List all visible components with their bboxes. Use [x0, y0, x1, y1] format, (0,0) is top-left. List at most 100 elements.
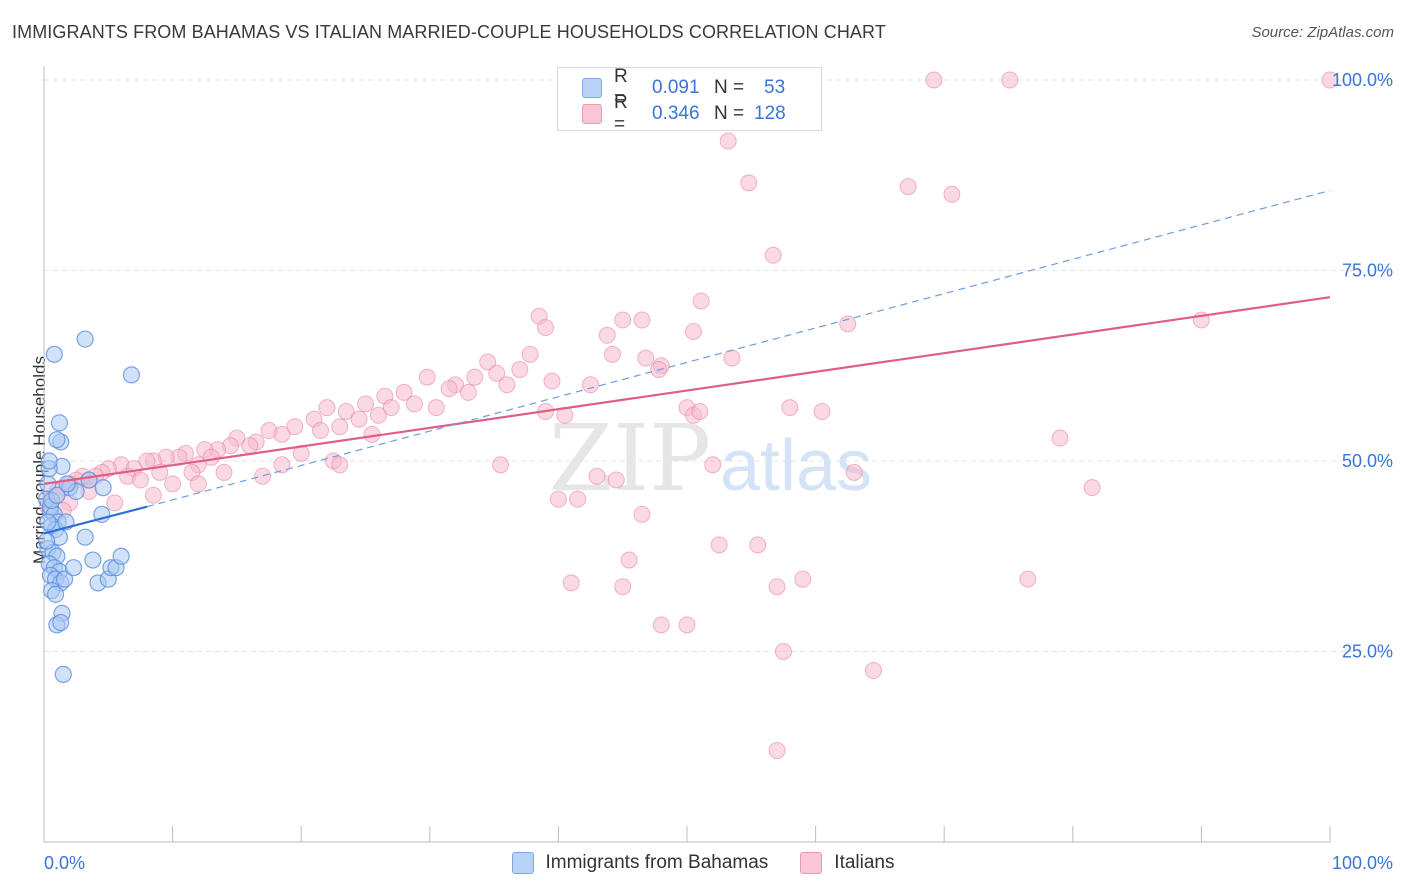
data-point-bahamas — [55, 570, 74, 588]
data-point-italians — [331, 456, 349, 474]
data-point-italians — [273, 456, 291, 474]
data-point-italians — [588, 467, 606, 485]
data-point-italians — [395, 383, 413, 401]
data-point-italians — [106, 494, 124, 512]
data-point-bahamas — [45, 345, 63, 363]
data-point-italians — [582, 376, 600, 394]
data-point-italians — [899, 178, 917, 196]
data-point-bahamas — [122, 366, 141, 384]
data-point-bahamas — [76, 330, 94, 348]
x-tick-label: 0.0% — [44, 853, 85, 873]
data-point-italians — [292, 444, 310, 462]
data-point-italians — [768, 742, 786, 760]
n-label: N = — [714, 77, 745, 98]
data-point-italians — [1321, 71, 1339, 89]
data-point-italians — [286, 418, 304, 436]
r-value: 0.346 — [652, 103, 700, 124]
data-point-italians — [740, 174, 758, 192]
data-point-italians — [492, 456, 510, 474]
data-point-bahamas — [84, 551, 102, 569]
data-point-bahamas — [94, 479, 112, 497]
data-point-bahamas — [37, 532, 56, 550]
data-point-bahamas — [112, 547, 130, 565]
data-point-italians — [781, 399, 799, 417]
data-point-italians — [254, 467, 272, 485]
y-tick-label: 100.0% — [1332, 70, 1393, 90]
legend-item-italians[interactable]: Italians — [800, 852, 895, 874]
data-point-italians — [678, 616, 696, 634]
data-point-italians — [418, 368, 436, 386]
data-point-italians — [466, 368, 484, 386]
data-point-bahamas — [39, 513, 57, 531]
stats-row-italians: R = 0.346 N = 128 — [582, 92, 786, 135]
data-point-bahamas — [76, 528, 94, 546]
data-point-italians — [710, 536, 728, 554]
r-value: 0.091 — [652, 77, 700, 98]
legend-swatch-bahamas — [582, 78, 602, 98]
data-point-italians — [357, 395, 374, 413]
data-point-italians — [569, 490, 587, 508]
legend-item-bahamas[interactable]: Immigrants from Bahamas — [511, 852, 769, 874]
trend-lines — [43, 189, 1331, 535]
data-point-italians — [607, 471, 625, 489]
r-label: R = — [614, 92, 628, 135]
data-point-bahamas — [40, 452, 58, 470]
data-point-italians — [459, 383, 477, 401]
legend-swatch-italians — [582, 104, 602, 124]
data-point-italians — [1001, 71, 1019, 89]
legend-swatch-italians — [800, 852, 823, 874]
chart-title: IMMIGRANTS FROM BAHAMAS VS ITALIAN MARRI… — [12, 22, 886, 42]
data-point-italians — [749, 536, 767, 554]
data-point-italians — [241, 437, 259, 455]
watermark-atlas: atlas — [720, 426, 872, 506]
data-point-italians — [764, 246, 782, 264]
data-point-italians — [511, 361, 529, 379]
data-point-italians — [144, 486, 162, 504]
data-point-italians — [427, 399, 445, 417]
data-point-italians — [1019, 570, 1037, 588]
data-point-italians — [614, 311, 632, 329]
series-italians-points — [39, 71, 1339, 760]
data-point-italians — [189, 475, 207, 493]
trend-line-bahamas — [43, 505, 148, 535]
data-point-bahamas — [58, 475, 76, 493]
r-label: R = — [614, 66, 628, 109]
y-tick-label: 25.0% — [1342, 642, 1393, 662]
data-point-italians — [1051, 429, 1069, 447]
data-point-italians — [479, 353, 497, 371]
axes — [43, 66, 1331, 843]
data-point-italians — [603, 345, 621, 363]
data-point-italians — [637, 349, 655, 367]
trend-line-bahamas-extended — [146, 189, 1331, 508]
data-point-italians — [652, 616, 670, 634]
data-point-italians — [1083, 479, 1101, 497]
data-point-italians — [620, 551, 638, 569]
data-point-bahamas — [54, 665, 72, 683]
data-point-italians — [794, 570, 812, 588]
data-point-bahamas — [50, 414, 69, 432]
data-point-italians — [131, 471, 149, 489]
stats-row-bahamas: R = 0.091 N = 53 — [582, 66, 786, 109]
legend-swatch-bahamas — [511, 852, 534, 874]
data-point-italians — [598, 326, 616, 344]
data-point-bahamas — [52, 613, 70, 632]
legend-label-bahamas: Immigrants from Bahamas — [545, 852, 769, 873]
data-point-italians — [633, 311, 651, 329]
data-point-italians — [692, 292, 710, 310]
y-tick-label: 75.0% — [1342, 261, 1393, 281]
data-point-italians — [488, 364, 506, 382]
stats-legend: R = 0.091 N = 53 R = 0.346 N = 128 — [557, 66, 822, 135]
data-point-italians — [813, 402, 831, 420]
data-point-italians — [549, 490, 567, 508]
trend-line-italians — [43, 296, 1331, 485]
n-value: 53 — [764, 77, 786, 98]
data-point-italians — [521, 345, 539, 363]
data-point-italians — [405, 395, 423, 413]
data-point-italians — [691, 402, 709, 420]
data-point-italians — [684, 322, 702, 340]
data-point-italians — [273, 425, 291, 443]
data-point-italians — [633, 505, 651, 523]
data-point-bahamas — [48, 486, 66, 504]
data-point-italians — [704, 456, 722, 474]
